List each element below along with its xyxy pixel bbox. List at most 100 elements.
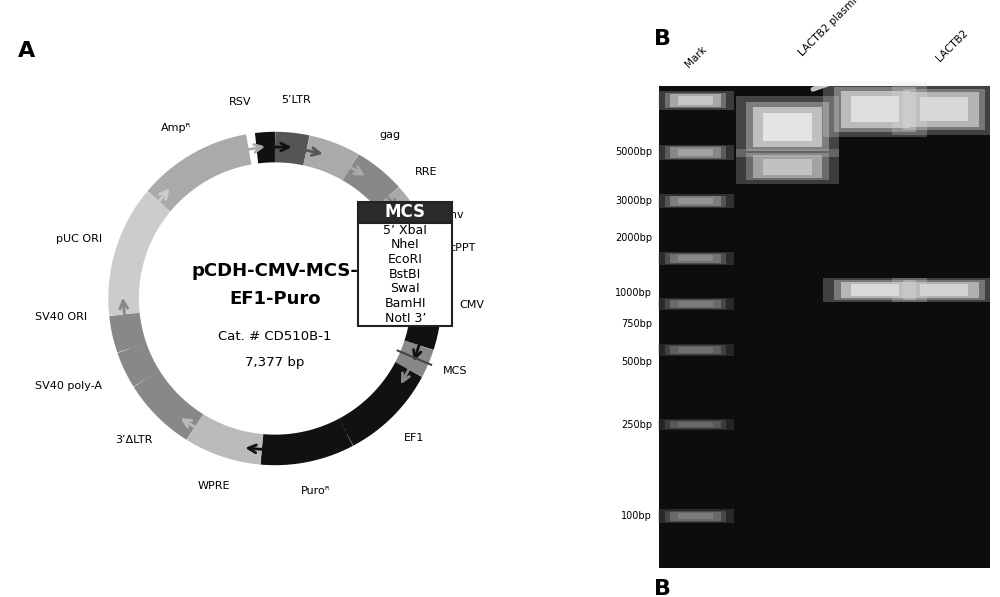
Text: CMV: CMV xyxy=(459,300,484,310)
Bar xyxy=(678,301,713,307)
Bar xyxy=(665,253,726,263)
Bar xyxy=(658,419,734,430)
Bar xyxy=(763,159,812,175)
Text: gag: gag xyxy=(379,130,400,140)
Text: pCDH-CMV-MCS-: pCDH-CMV-MCS- xyxy=(192,262,358,280)
Text: SV40 poly-A: SV40 poly-A xyxy=(35,381,102,391)
Text: 750bp: 750bp xyxy=(621,319,652,330)
Text: 5’LTR: 5’LTR xyxy=(281,95,311,104)
Bar xyxy=(736,97,839,156)
Bar xyxy=(665,511,726,522)
Bar xyxy=(670,300,721,308)
Bar xyxy=(658,344,734,356)
Text: WPRE: WPRE xyxy=(198,481,230,491)
Bar xyxy=(658,194,734,208)
Text: cPPT: cPPT xyxy=(449,244,475,253)
Text: B: B xyxy=(654,579,671,597)
Text: 100bp: 100bp xyxy=(621,511,652,521)
Text: pUC ORI: pUC ORI xyxy=(56,234,103,244)
Bar xyxy=(753,155,822,178)
Bar xyxy=(892,84,996,135)
Text: Puroᴿ: Puroᴿ xyxy=(301,486,331,496)
Bar xyxy=(670,196,721,205)
Bar xyxy=(670,512,721,521)
Text: MCS: MCS xyxy=(385,203,426,221)
Bar xyxy=(834,87,916,132)
Text: BamHI: BamHI xyxy=(384,297,426,310)
Bar xyxy=(678,198,713,204)
Bar xyxy=(920,97,968,121)
Bar xyxy=(736,149,839,184)
Bar xyxy=(753,106,822,147)
Bar xyxy=(658,144,734,160)
Text: 2000bp: 2000bp xyxy=(615,233,652,244)
Bar xyxy=(903,89,985,130)
Text: B: B xyxy=(654,29,671,49)
Bar xyxy=(678,149,713,156)
Bar xyxy=(851,284,899,296)
Text: 7,377 bp: 7,377 bp xyxy=(245,356,305,368)
Bar xyxy=(678,256,713,261)
Bar xyxy=(678,422,713,427)
Text: 1000bp: 1000bp xyxy=(615,288,652,298)
Text: A: A xyxy=(18,41,35,61)
Bar xyxy=(658,252,734,265)
Bar xyxy=(665,345,726,355)
Bar xyxy=(665,146,726,159)
Text: 500bp: 500bp xyxy=(621,356,652,367)
Text: Ampᴿ: Ampᴿ xyxy=(161,123,192,133)
Text: env: env xyxy=(443,210,464,220)
Text: 250bp: 250bp xyxy=(621,420,652,430)
Text: BstBI: BstBI xyxy=(389,268,421,281)
Bar xyxy=(910,282,978,298)
Bar xyxy=(678,96,713,105)
Bar xyxy=(678,513,713,519)
Bar xyxy=(658,298,734,310)
Text: RRE: RRE xyxy=(415,167,437,177)
Bar xyxy=(658,91,734,110)
Bar xyxy=(665,420,726,429)
Bar xyxy=(358,223,452,326)
Bar xyxy=(910,92,978,127)
Bar xyxy=(834,280,916,300)
Text: EcoRI: EcoRI xyxy=(388,253,423,266)
Bar xyxy=(840,282,910,298)
Text: Cat. # CD510B-1: Cat. # CD510B-1 xyxy=(218,330,332,343)
Bar xyxy=(851,96,899,122)
Bar xyxy=(670,421,721,428)
Bar xyxy=(823,278,927,302)
Bar xyxy=(358,202,452,223)
Bar xyxy=(670,346,721,354)
Bar xyxy=(763,112,812,141)
Bar xyxy=(665,196,726,207)
Bar xyxy=(670,94,721,107)
Text: NheI: NheI xyxy=(391,238,420,251)
Text: LACTB2: LACTB2 xyxy=(935,28,970,63)
Bar xyxy=(920,284,968,296)
Bar xyxy=(746,103,829,150)
Text: NotI 3’: NotI 3’ xyxy=(385,312,426,325)
Bar xyxy=(665,93,726,108)
Text: SV40 ORI: SV40 ORI xyxy=(35,312,87,322)
Bar xyxy=(903,280,985,300)
Text: 3000bp: 3000bp xyxy=(615,196,652,206)
Bar xyxy=(659,87,990,568)
Bar xyxy=(746,153,829,180)
Bar xyxy=(678,347,713,353)
Bar xyxy=(823,81,927,137)
Text: LACTB2 plasmid: LACTB2 plasmid xyxy=(797,0,864,58)
Bar xyxy=(892,278,996,302)
Text: 5000bp: 5000bp xyxy=(615,147,652,158)
Text: EF1-Puro: EF1-Puro xyxy=(229,290,321,307)
Bar xyxy=(665,300,726,309)
Bar xyxy=(658,509,734,523)
Bar xyxy=(670,254,721,263)
Text: SwaI: SwaI xyxy=(390,282,420,296)
Text: 3’ΔLTR: 3’ΔLTR xyxy=(115,435,152,445)
Text: MCS: MCS xyxy=(442,366,467,376)
Text: EF1: EF1 xyxy=(404,433,424,443)
Bar xyxy=(670,147,721,158)
Text: 5’ XbaI: 5’ XbaI xyxy=(383,224,427,236)
Bar xyxy=(840,91,910,128)
Text: RSV: RSV xyxy=(229,97,252,107)
